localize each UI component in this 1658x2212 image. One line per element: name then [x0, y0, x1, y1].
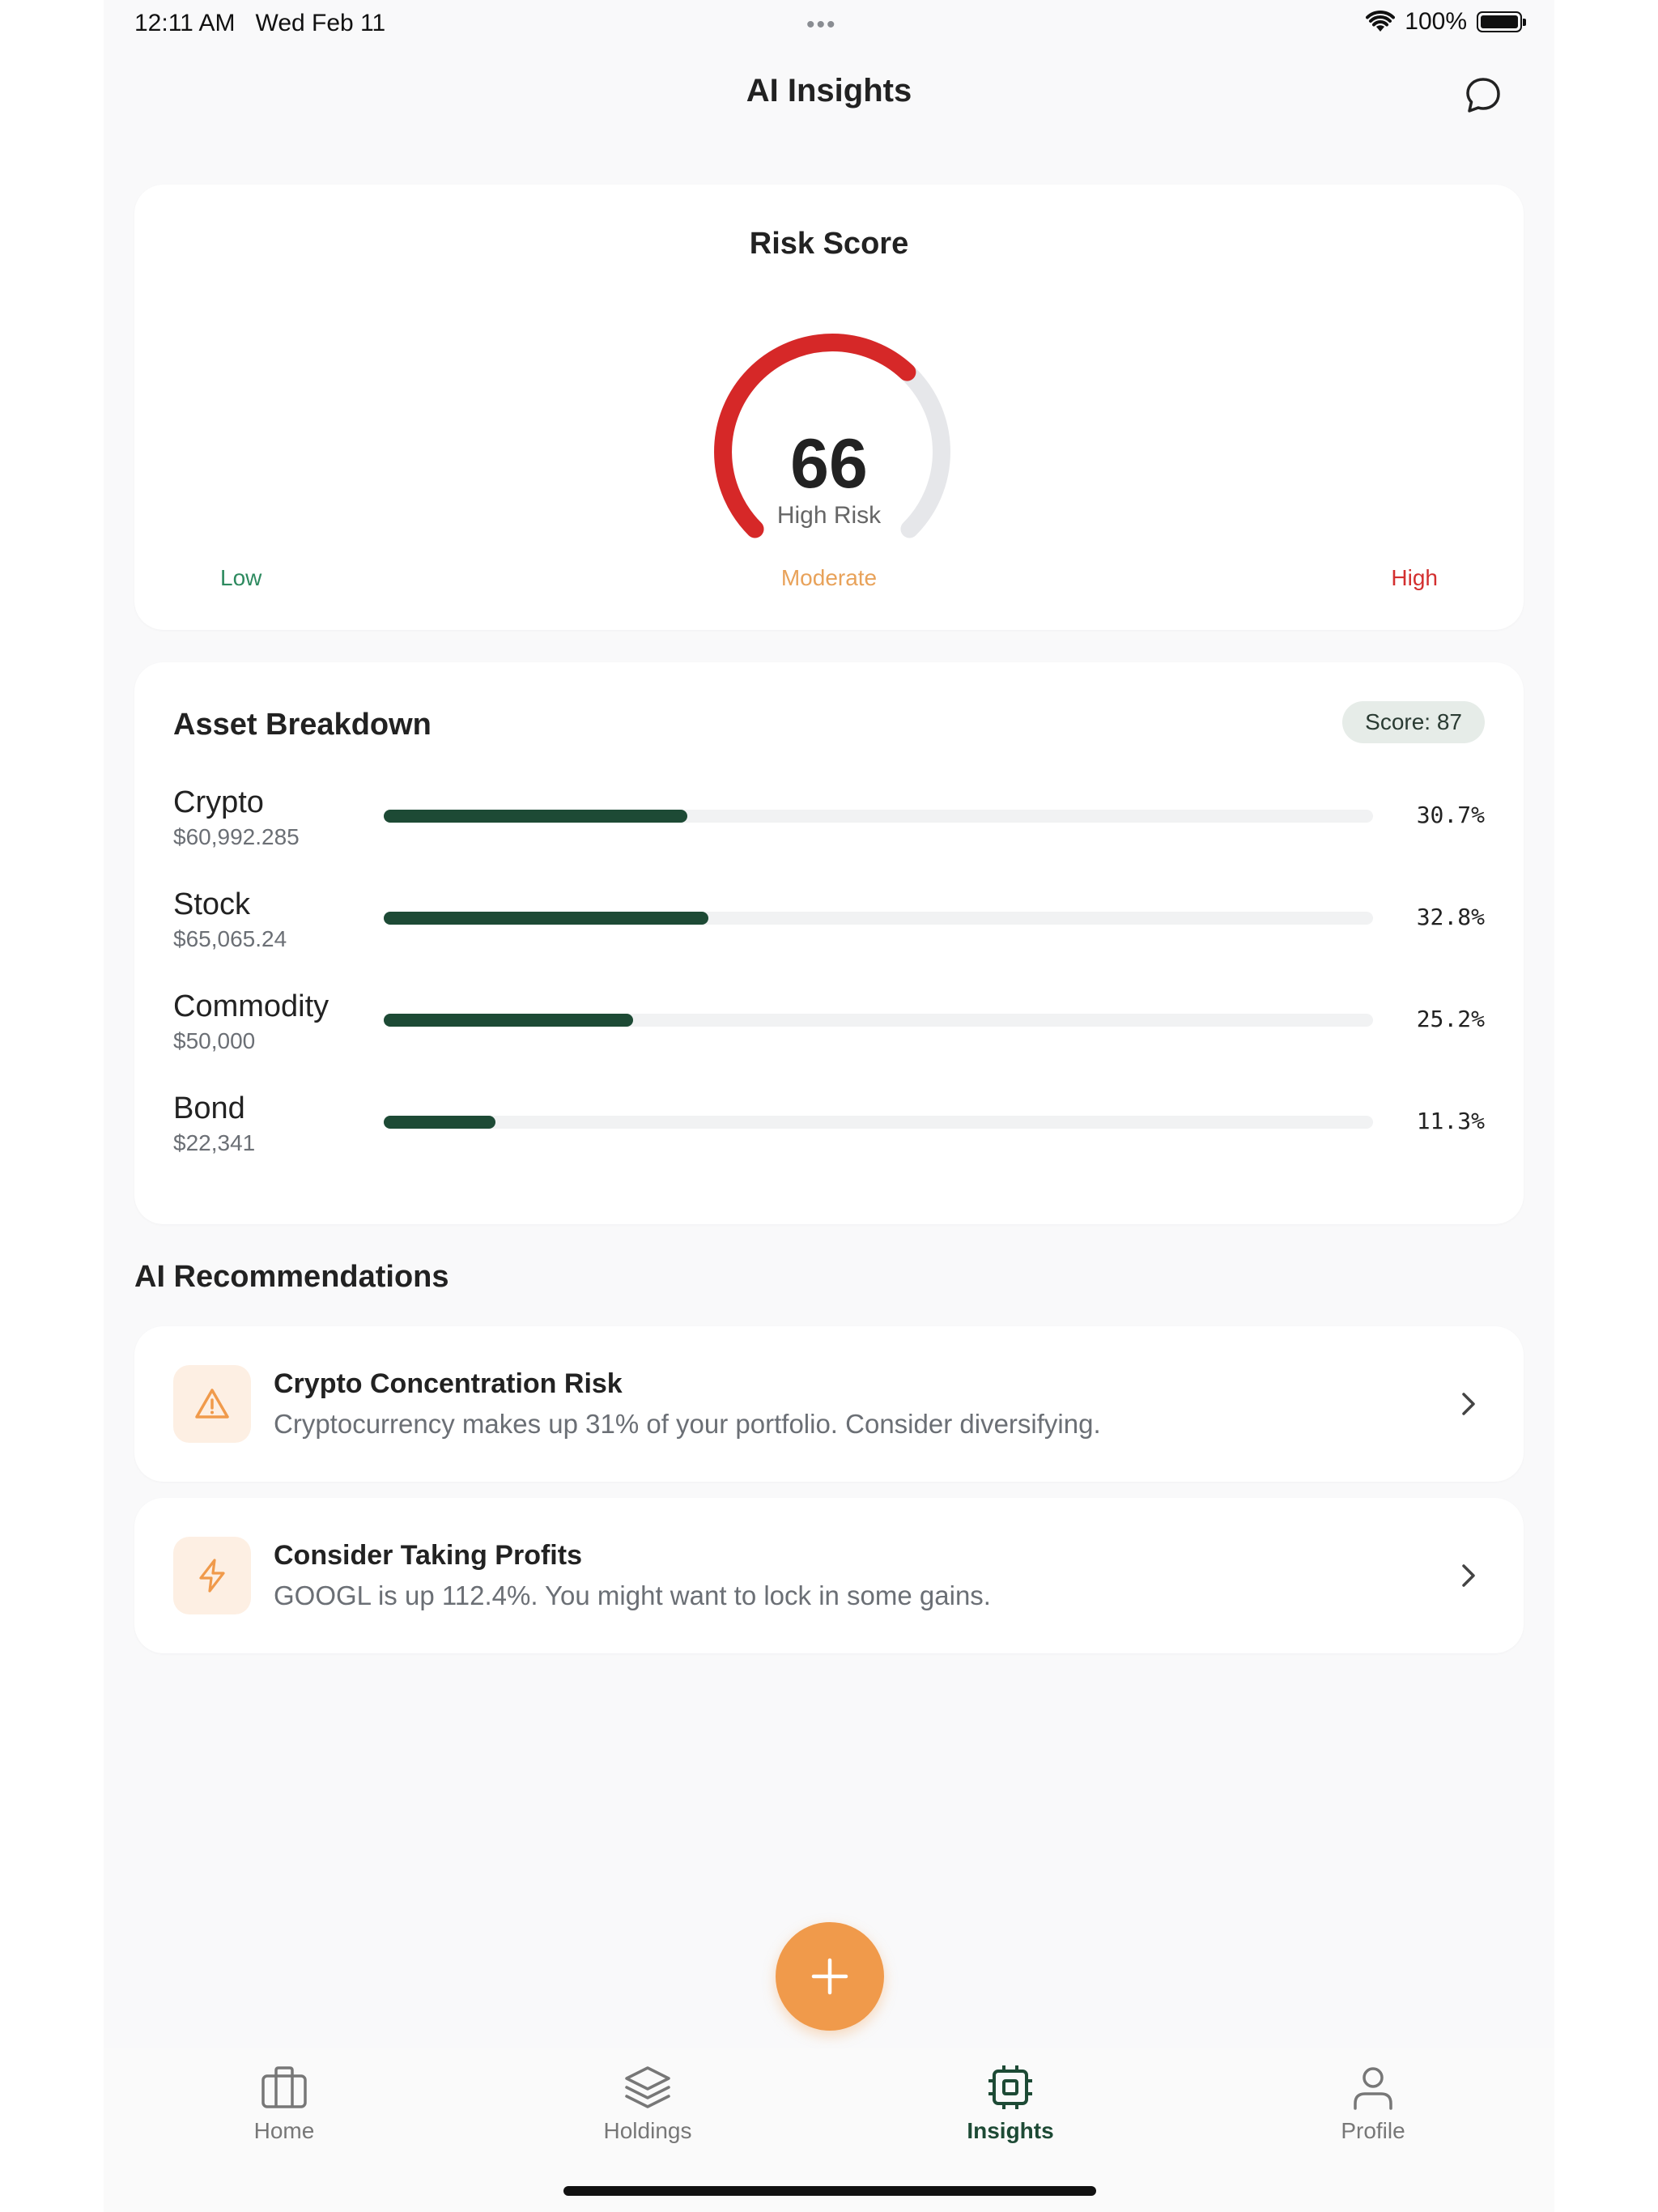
scale-low-label: Low	[220, 565, 262, 590]
risk-gauge	[714, 334, 950, 538]
tab-label: Profile	[1341, 2118, 1405, 2143]
asset-row-bond[interactable]: Bond $22,341 11.3%	[173, 1091, 1485, 1172]
asset-percent: 32.8%	[1416, 904, 1485, 930]
battery-percent: 100%	[1405, 8, 1467, 35]
asset-row-stock[interactable]: Stock $65,065.24 32.8%	[173, 887, 1485, 968]
add-button[interactable]	[776, 1922, 884, 2031]
plus-icon	[811, 1958, 848, 1995]
wifi-icon	[1366, 11, 1396, 32]
asset-breakdown-card: Asset Breakdown Score: 87 Crypto $60,992…	[134, 662, 1524, 1224]
asset-name: Crypto	[173, 785, 264, 819]
chat-bubble-icon[interactable]	[1460, 73, 1506, 118]
recommendation-card-concentration[interactable]: Crypto Concentration Risk Cryptocurrency…	[134, 1326, 1524, 1482]
allocation-bar-fill	[384, 1116, 496, 1129]
asset-breakdown-title: Asset Breakdown	[173, 708, 432, 742]
tab-label: Home	[253, 2118, 315, 2143]
chip-icon	[988, 2065, 1032, 2109]
allocation-bar	[384, 1014, 1373, 1027]
allocation-bar-fill	[384, 912, 708, 925]
home-indicator[interactable]	[563, 2186, 1096, 2196]
chevron-right-icon	[1462, 1393, 1475, 1415]
risk-score-title: Risk Score	[749, 227, 909, 261]
allocation-bar	[384, 912, 1373, 925]
asset-row-commodity[interactable]: Commodity $50,000 25.2%	[173, 989, 1485, 1070]
asset-value: $22,341	[173, 1130, 256, 1155]
allocation-bar	[384, 810, 1373, 823]
asset-row-crypto[interactable]: Crypto $60,992.285 30.7%	[173, 785, 1485, 866]
tab-home[interactable]: Home	[203, 2063, 365, 2144]
battery-icon	[1477, 11, 1526, 32]
allocation-bar-fill	[384, 810, 688, 823]
chevron-right-icon	[1462, 1564, 1475, 1587]
recommendation-title: Consider Taking Profits	[274, 1540, 582, 1571]
status-bar: 12:11 AM Wed Feb 11 ••• 100%	[104, 0, 1554, 49]
recommendation-card-profits[interactable]: Consider Taking Profits GOOGL is up 112.…	[134, 1498, 1524, 1653]
page-title: AI Insights	[746, 73, 912, 108]
recommendation-description: GOOGL is up 112.4%. You might want to lo…	[274, 1580, 991, 1610]
asset-value: $60,992.285	[173, 824, 300, 849]
briefcase-icon	[261, 2066, 307, 2108]
asset-value: $50,000	[173, 1028, 256, 1053]
layers-icon	[625, 2066, 670, 2108]
recommendations-title: AI Recommendations	[134, 1260, 449, 1294]
asset-name: Commodity	[173, 989, 329, 1023]
tab-profile[interactable]: Profile	[1292, 2063, 1454, 2144]
asset-name: Bond	[173, 1091, 245, 1125]
allocation-bar-fill	[384, 1014, 633, 1027]
lightning-icon	[199, 1559, 225, 1593]
allocation-bar	[384, 1116, 1373, 1129]
recommendation-description: Cryptocurrency makes up 31% of your port…	[274, 1409, 1101, 1439]
scale-high-label: High	[1391, 565, 1438, 590]
asset-percent: 30.7%	[1416, 802, 1485, 828]
user-icon	[1354, 2067, 1392, 2110]
multitask-dots[interactable]: •••	[806, 11, 837, 38]
asset-name: Stock	[173, 887, 251, 921]
tab-bar: Home Holdings Insights	[104, 2048, 1554, 2212]
tab-holdings[interactable]: Holdings	[567, 2063, 729, 2144]
asset-percent: 11.3%	[1416, 1108, 1485, 1134]
recommendation-title: Crypto Concentration Risk	[274, 1368, 623, 1399]
tab-label: Insights	[967, 2118, 1054, 2143]
warning-icon	[195, 1389, 229, 1419]
asset-percent: 25.2%	[1416, 1006, 1485, 1032]
risk-score-card: Risk Score 66 High Risk Low Moderate Hig…	[134, 185, 1524, 630]
app-screen: 12:11 AM Wed Feb 11 ••• 100% AI Insights…	[104, 0, 1554, 2212]
tab-label: Holdings	[603, 2118, 692, 2143]
risk-level-label: High Risk	[776, 502, 882, 529]
score-badge: Score: 87	[1342, 701, 1485, 743]
risk-score-value: 66	[790, 425, 868, 503]
tab-insights[interactable]: Insights	[929, 2063, 1091, 2144]
asset-value: $65,065.24	[173, 926, 287, 951]
scale-moderate-label: Moderate	[780, 565, 878, 590]
status-time: 12:11 AM Wed Feb 11	[134, 10, 386, 36]
